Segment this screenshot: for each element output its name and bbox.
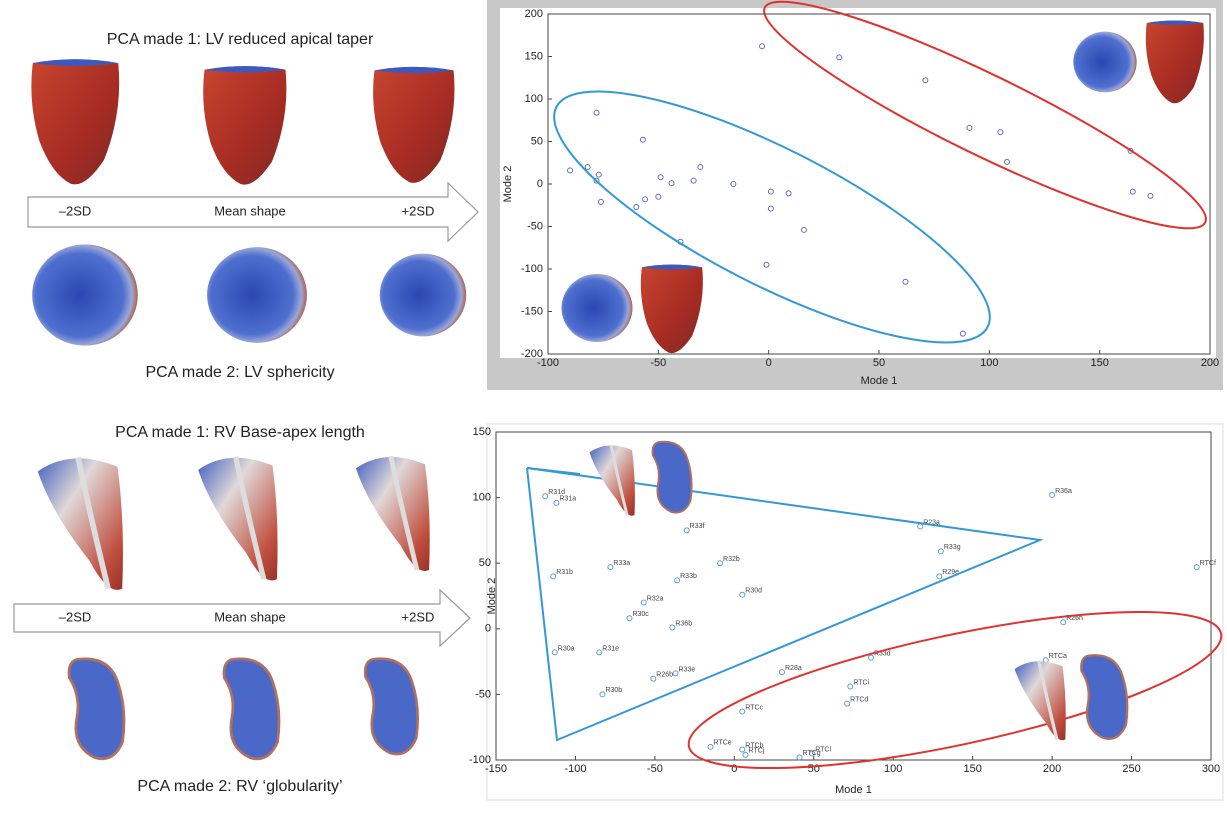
- point-label: RTCf: [1200, 560, 1216, 567]
- panel-title: PCA made 2: LV sphericity: [145, 364, 334, 381]
- point-label: R32a: [647, 595, 664, 602]
- point-label: R31a: [559, 496, 576, 503]
- panel-title: PCA made 1: LV reduced apical taper: [107, 31, 374, 48]
- x-tick-label: 50: [808, 763, 820, 775]
- y-tick-label: 200: [525, 8, 543, 20]
- x-tick-label: 50: [873, 357, 885, 369]
- x-axis-title: Mode 1: [835, 784, 872, 796]
- panel-title: PCA made 2: RV ‘globularity’: [137, 778, 342, 795]
- point-label: RTCi: [853, 679, 869, 686]
- y-tick-label: 0: [537, 178, 543, 190]
- x-tick-label: -50: [647, 763, 663, 775]
- x-tick-label: 0: [766, 357, 772, 369]
- x-tick-label: 150: [963, 763, 981, 775]
- point-label: R33b: [680, 573, 697, 580]
- x-axis-title: Mode 1: [861, 375, 898, 387]
- y-tick-label: 100: [525, 93, 543, 105]
- arrow-label: –2SD: [59, 203, 92, 218]
- x-tick-label: 150: [1090, 357, 1108, 369]
- y-tick-label: -100: [521, 263, 543, 275]
- point-label: R30b: [605, 687, 622, 694]
- figure: PCA made 1: LV reduced apical taper –2SD…: [0, 0, 1227, 811]
- y-tick-label: 100: [473, 492, 491, 504]
- point-label: RTCd: [850, 696, 868, 703]
- point-label: R33g: [944, 544, 961, 551]
- point-label: RTCa: [1049, 653, 1067, 660]
- x-tick-label: 300: [1202, 763, 1220, 775]
- point-label: R30c: [632, 611, 649, 618]
- y-tick-label: 150: [473, 426, 491, 438]
- point-label: R36a: [1055, 488, 1072, 495]
- arrow-label: –2SD: [59, 609, 92, 624]
- point-label: R28a: [785, 665, 802, 672]
- y-tick-label: -200: [521, 348, 543, 360]
- y-tick-label: -50: [527, 220, 543, 232]
- x-tick-label: 100: [884, 763, 902, 775]
- arrow-label: +2SD: [402, 203, 435, 218]
- y-tick-label: 0: [485, 623, 491, 635]
- x-tick-label: 0: [731, 763, 737, 775]
- y-tick-label: 150: [525, 50, 543, 62]
- point-label: R30a: [558, 645, 575, 652]
- point-label: R33f: [690, 523, 705, 530]
- y-tick-label: -50: [475, 688, 491, 700]
- x-tick-label: -100: [564, 763, 586, 775]
- point-label: R26b: [656, 671, 673, 678]
- x-tick-label: 100: [980, 357, 998, 369]
- y-tick-label: 50: [531, 135, 543, 147]
- point-label: R33e: [679, 666, 696, 673]
- y-tick-label: 50: [479, 557, 491, 569]
- x-tick-label: 200: [1043, 763, 1061, 775]
- point-label: RTCg: [802, 750, 820, 757]
- point-label: R31e: [602, 645, 619, 652]
- point-label: RTCe: [714, 740, 732, 747]
- arrow-label: +2SD: [402, 609, 435, 624]
- panel-title: PCA made 1: RV Base-apex length: [115, 424, 365, 441]
- arrow-label: Mean shape: [214, 609, 286, 624]
- point-label: R36b: [675, 620, 692, 627]
- x-tick-label: 250: [1122, 763, 1140, 775]
- x-tick-label: -50: [650, 357, 666, 369]
- point-label: R30d: [745, 588, 762, 595]
- point-label: R32b: [723, 556, 740, 563]
- point-label: RTCj: [748, 748, 764, 755]
- point-label: R33a: [613, 560, 630, 567]
- point-label: RTCc: [745, 704, 763, 711]
- y-axis-title: Mode 2: [502, 166, 514, 203]
- y-axis-title: Mode 2: [486, 578, 498, 615]
- y-tick-label: -100: [469, 754, 491, 766]
- x-tick-label: 200: [1201, 357, 1219, 369]
- y-tick-label: -150: [521, 305, 543, 317]
- arrow-label: Mean shape: [214, 203, 286, 218]
- point-label: R31b: [556, 569, 573, 576]
